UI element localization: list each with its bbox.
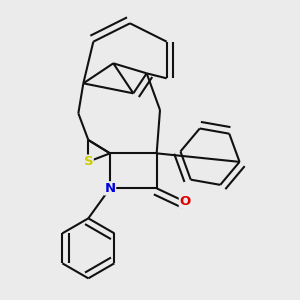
Text: O: O (179, 195, 191, 208)
Text: S: S (83, 155, 93, 168)
Text: N: N (104, 182, 116, 195)
